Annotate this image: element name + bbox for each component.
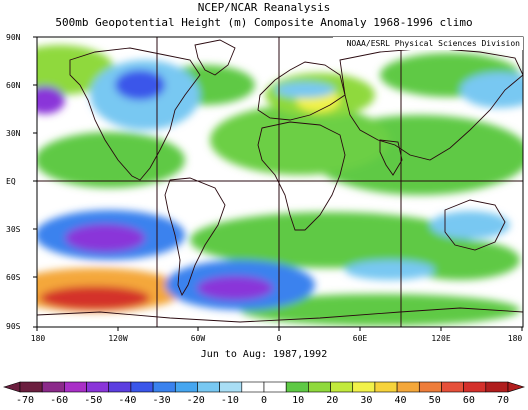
- coast-asia: [339, 47, 524, 161]
- anomaly-blob-north-america-core: [115, 70, 165, 100]
- colorbar-tick-label: -70: [15, 395, 35, 406]
- colorbar-swatch: [19, 381, 43, 393]
- credit-label: NOAA/ESRL Physical Sciences Division: [333, 37, 523, 50]
- colorbar-swatch: [197, 381, 220, 393]
- anomaly-blob-northwest-pacific: [37, 86, 65, 114]
- colorbar-tick-label: 60: [462, 395, 475, 406]
- colorbar-arrow-right: [507, 381, 526, 393]
- lon-label-120e: 120E: [431, 334, 451, 343]
- colorbar-swatch: [241, 381, 265, 393]
- coast-africa: [257, 121, 346, 231]
- colorbar-swatch: [374, 381, 398, 393]
- colorbar-swatch: [285, 381, 309, 393]
- anomaly-blob-south-pacific-core: [40, 286, 150, 310]
- colorbar-swatch: [108, 381, 132, 393]
- coast-australia: [444, 199, 506, 251]
- colorbar-swatch: [441, 381, 464, 393]
- anomaly-blob-pacific-east: [37, 132, 185, 188]
- colorbar-tick-label: 30: [360, 395, 373, 406]
- lon-label-180w: 180: [30, 334, 46, 343]
- colorbar-tick-label: -10: [220, 395, 239, 406]
- colorbar-swatch: [41, 381, 65, 393]
- anomaly-blob-africa: [210, 105, 390, 175]
- colorbar-arrow-left: [2, 381, 21, 393]
- lat-label-30s: 30S: [6, 225, 21, 234]
- lon-label-180e: 180: [507, 334, 523, 343]
- anomaly-blob-southern-ocean: [345, 260, 435, 280]
- map-title: NCEP/NCAR Reanalysis: [197, 1, 331, 14]
- colorbar: [2, 381, 526, 393]
- anomaly-shading: [37, 45, 523, 326]
- colorbar-tick-label: -30: [152, 395, 171, 406]
- anomaly-blob-south-atlantic-core: [197, 276, 273, 300]
- colorbar-tick-label: 0: [260, 395, 268, 406]
- lon-label-60e: 60E: [352, 334, 368, 343]
- coast-north-america: [69, 47, 201, 181]
- map-frame: [36, 36, 524, 328]
- period-label: Jun to Aug: 1987,1992: [200, 349, 328, 360]
- colorbar-swatch: [130, 381, 154, 393]
- anomaly-blob-south-pacific-west: [430, 211, 510, 239]
- colorbar-tick-label: 40: [394, 395, 407, 406]
- colorbar-swatch: [152, 381, 176, 393]
- anomaly-blob-scandinavia: [275, 82, 335, 98]
- lat-label-eq: EQ: [6, 177, 16, 186]
- colorbar-tick-label: 70: [496, 395, 510, 406]
- anomaly-blob-east-asia: [460, 72, 523, 108]
- colorbar-tick-label: 50: [428, 395, 441, 406]
- anomaly-blob-south-atlantic: [190, 212, 470, 268]
- anomaly-blob-pacific-low-core: [65, 224, 145, 252]
- colorbar-swatch: [396, 381, 420, 393]
- colorbar-swatch: [418, 381, 442, 393]
- colorbar-tick-label: -60: [50, 395, 69, 406]
- colorbar-tick-label: -40: [118, 395, 137, 406]
- colorbar-swatch: [330, 381, 354, 393]
- lon-label-120w: 120W: [108, 334, 128, 343]
- lon-label-0: 0: [276, 334, 282, 343]
- colorbar-tick-label: 20: [326, 395, 339, 406]
- lon-label-60w: 60W: [190, 334, 206, 343]
- colorbar-tick-label: 10: [292, 395, 305, 406]
- colorbar-swatch: [485, 381, 509, 393]
- map-gridlines: [37, 37, 523, 327]
- lat-label-60s: 60S: [6, 273, 21, 282]
- coastlines: [36, 39, 524, 323]
- colorbar-tick-label: -20: [186, 395, 205, 406]
- colorbar-swatch: [219, 381, 243, 393]
- map-subtitle: 500mb Geopotential Height (m) Composite …: [55, 16, 473, 29]
- colorbar-swatch: [64, 381, 87, 393]
- coast-greenland: [194, 39, 236, 76]
- anomaly-blob-antarctic-green: [240, 294, 520, 326]
- colorbar-swatch: [308, 381, 331, 393]
- coast-india: [379, 139, 403, 176]
- colorbar-swatch: [352, 381, 376, 393]
- lat-label-90n: 90N: [6, 33, 21, 42]
- lat-label-60n: 60N: [6, 81, 21, 90]
- colorbar-swatch: [86, 381, 110, 393]
- axis-ticks: [33, 36, 523, 331]
- lat-label-30n: 30N: [6, 129, 21, 138]
- colorbar-swatch: [174, 381, 198, 393]
- coast-south-america: [164, 177, 226, 297]
- colorbar-swatch: [463, 381, 487, 393]
- coast-antarctica: [36, 307, 524, 323]
- colorbar-swatch: [263, 381, 287, 393]
- lat-label-90s: 90S: [6, 322, 21, 331]
- colorbar-tick-label: -50: [84, 395, 103, 406]
